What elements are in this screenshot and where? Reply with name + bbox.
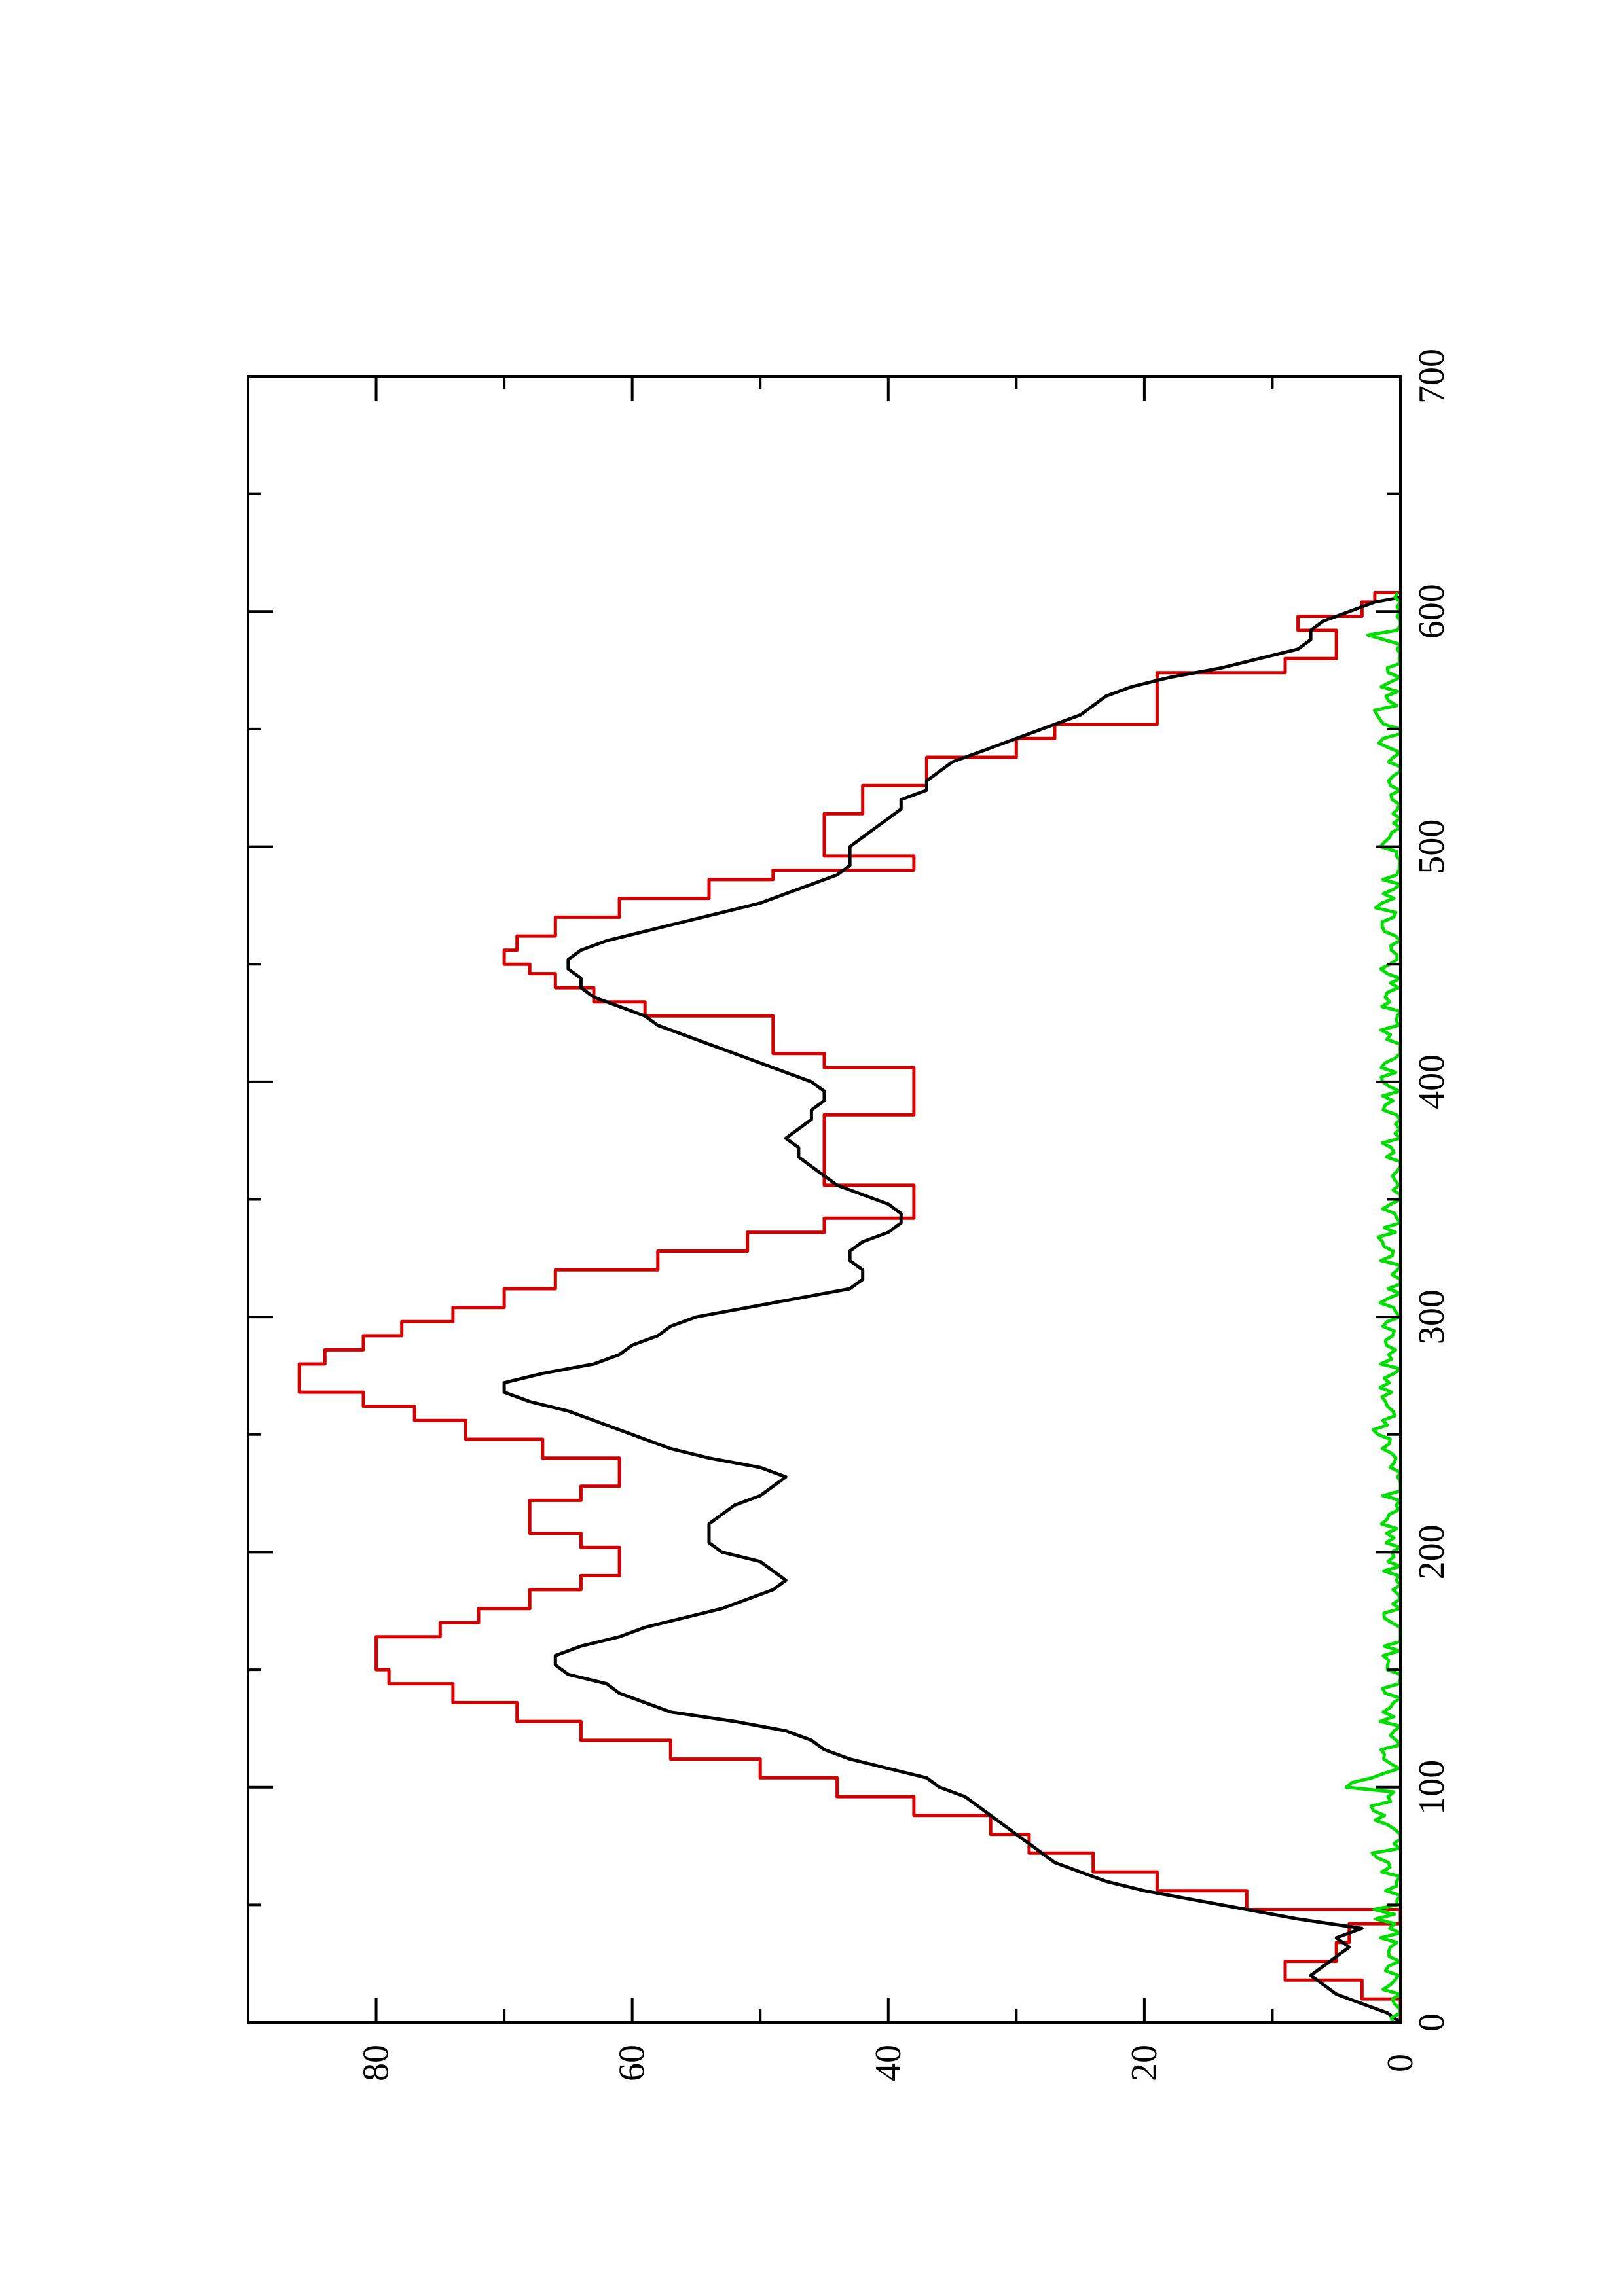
x-tick-label: 0 (1412, 2013, 1452, 2032)
x-tick-label: 200 (1412, 1524, 1452, 1579)
y-tick-label: 0 (1380, 2054, 1421, 2072)
y-tick-label: 20 (1124, 2045, 1165, 2081)
y-tick-label: 40 (868, 2045, 909, 2081)
x-tick-label: 300 (1412, 1289, 1452, 1344)
x-tick-label: 700 (1412, 349, 1452, 404)
series-line-1 (297, 591, 1402, 2022)
y-tick-label: 80 (356, 2045, 397, 2081)
axis-ticks (247, 375, 1402, 2024)
x-tick-label: 600 (1412, 584, 1452, 639)
x-tick-label: 500 (1412, 819, 1452, 874)
y-tick-label: 60 (612, 2045, 653, 2081)
x-tick-label: 100 (1412, 1760, 1452, 1815)
series-line-3 (1344, 592, 1402, 2023)
plot-series (297, 591, 1402, 2024)
series-line-2 (502, 596, 1402, 2024)
x-tick-label: 400 (1412, 1054, 1452, 1109)
tick-labels: 0 100 200 300 400 500 600 700 0 20 40 60 80 (356, 349, 1452, 2081)
